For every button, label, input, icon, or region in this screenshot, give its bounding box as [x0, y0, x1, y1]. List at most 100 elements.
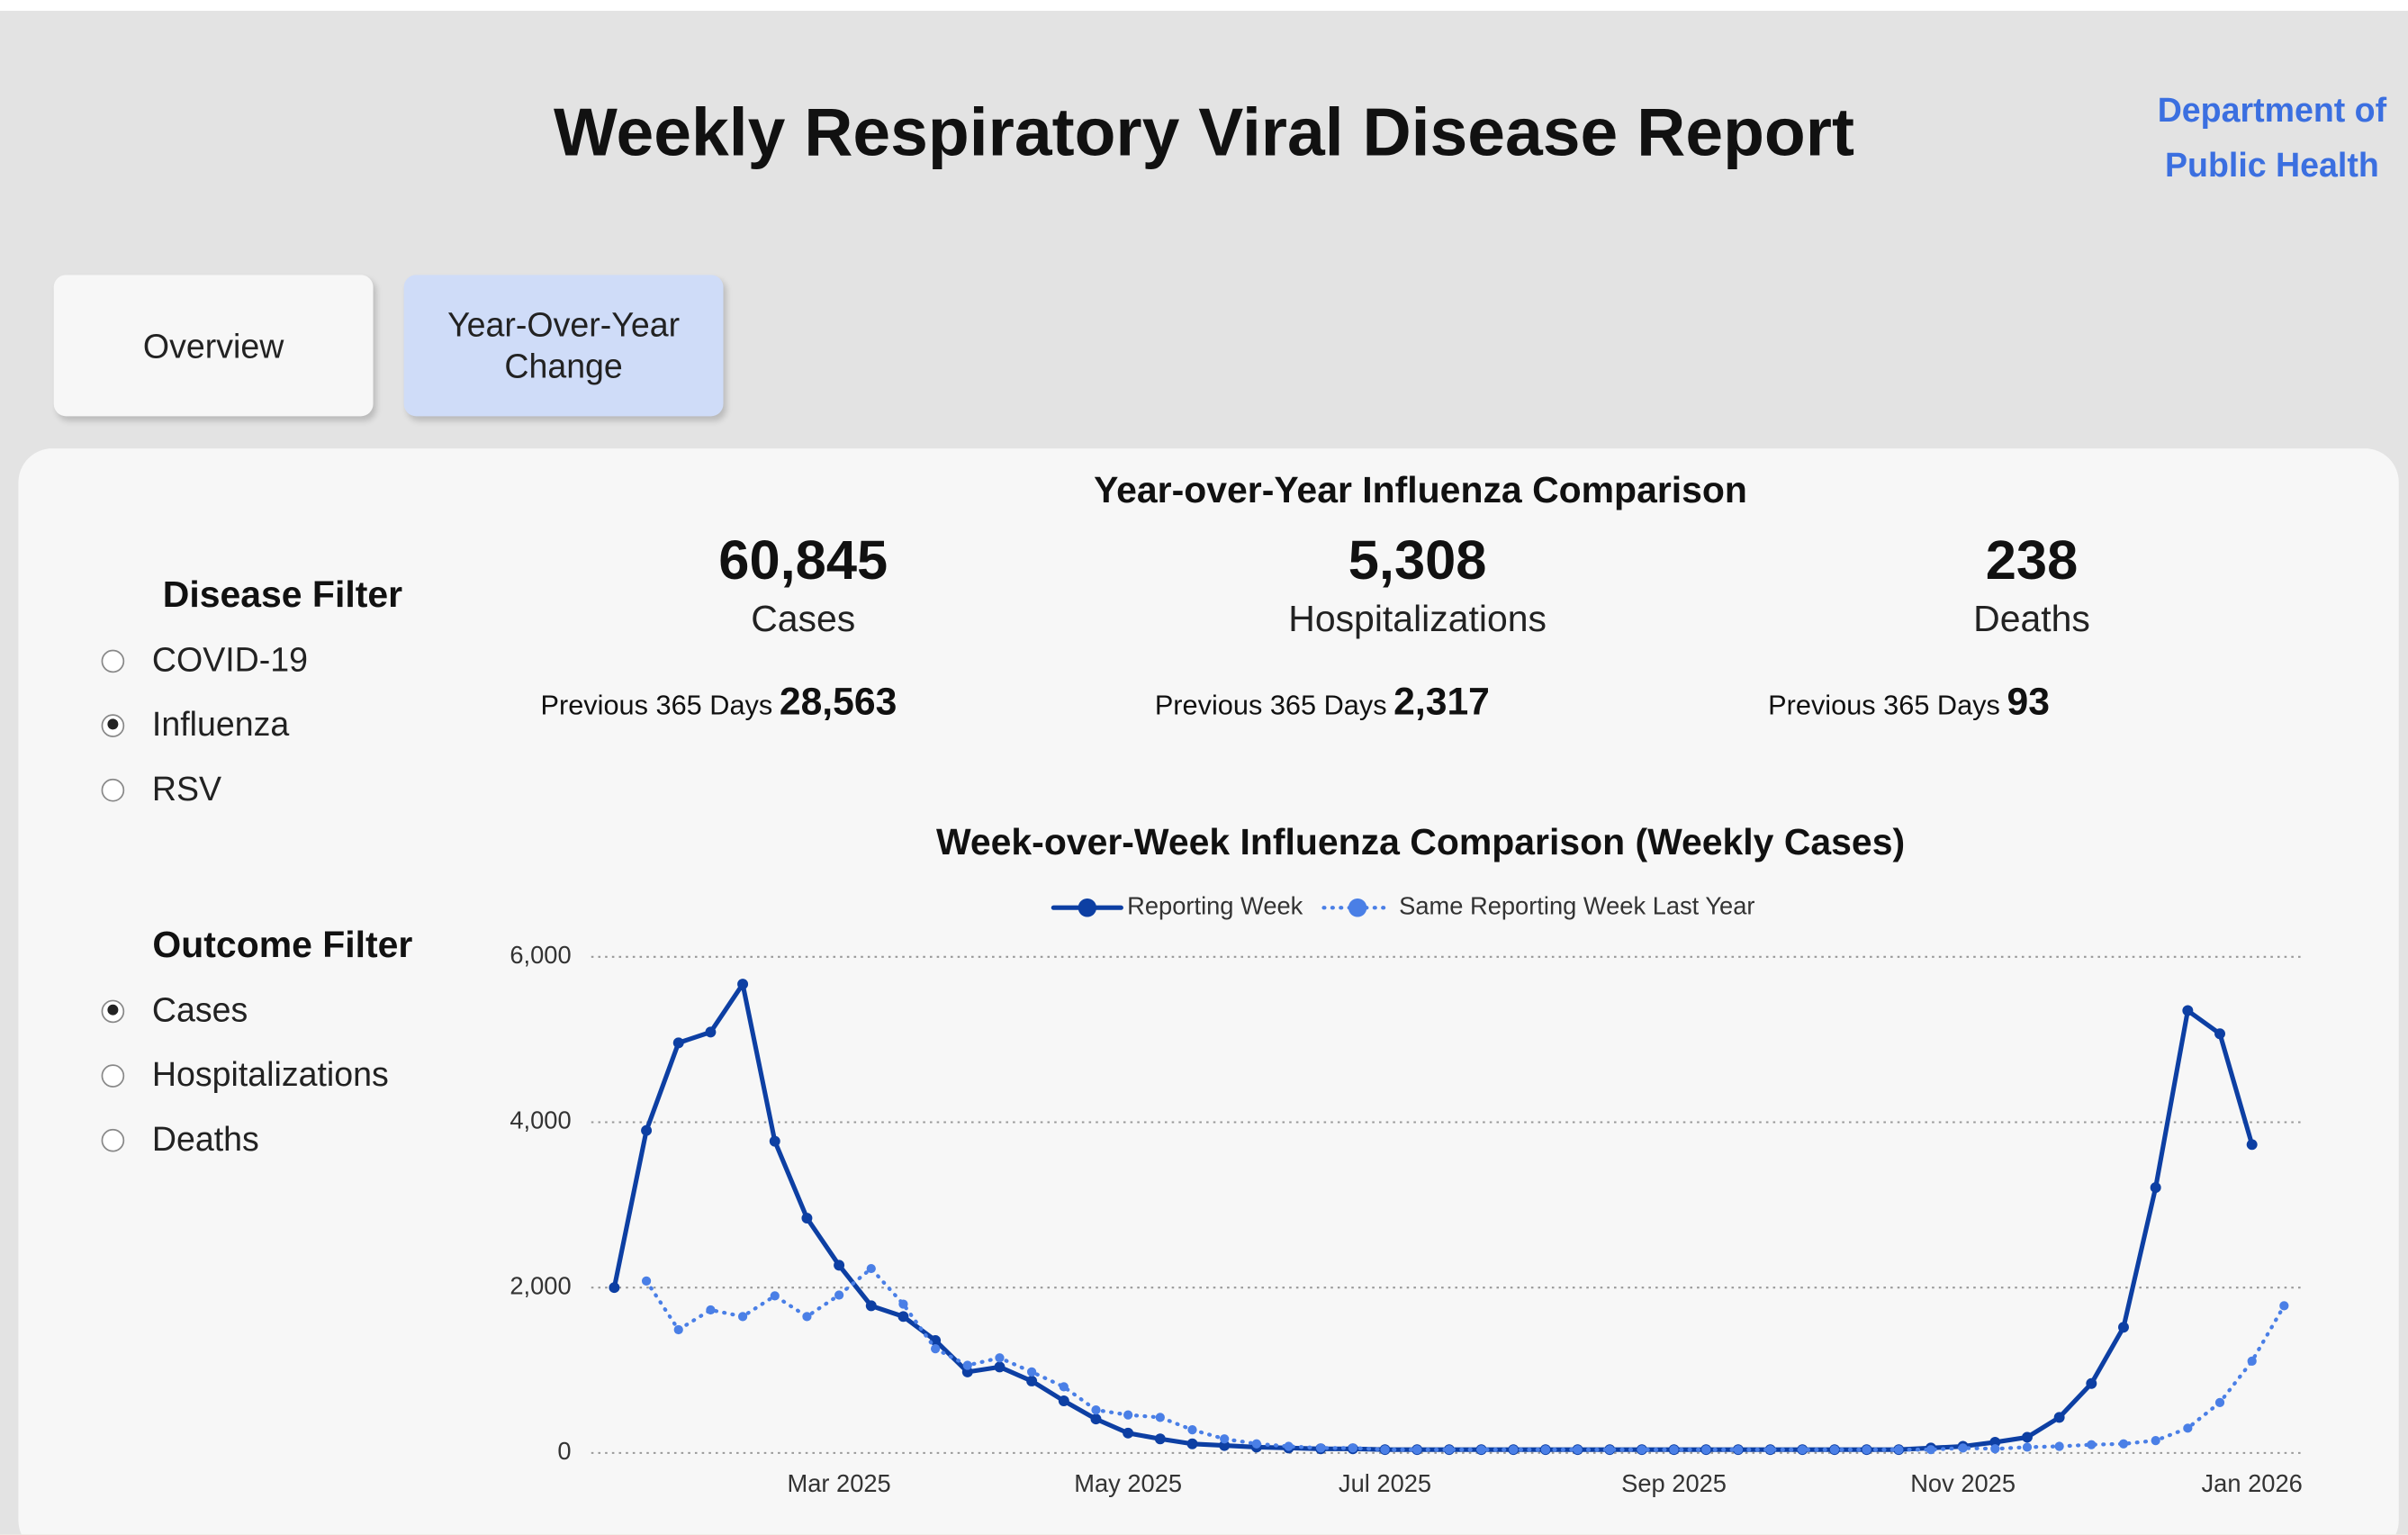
point [1284, 1441, 1294, 1451]
previous-label: Previous 365 Days [1154, 689, 1387, 721]
report-title: Weekly Respiratory Viral Disease Report [554, 95, 1854, 171]
y-tick-label: 6,000 [510, 941, 571, 969]
filter-title: Outcome Filter [152, 925, 413, 967]
tab[interactable]: Year-Over-Year Change [403, 275, 724, 417]
option-label: COVID-19 [151, 640, 309, 680]
top-strip [0, 0, 2408, 11]
org-line: Department of [2157, 90, 2387, 130]
point [801, 1213, 813, 1224]
point [865, 1300, 877, 1312]
point [931, 1344, 941, 1354]
y-tick-label: 4,000 [510, 1106, 571, 1134]
point [737, 1312, 748, 1322]
kpi-label: Deaths [1973, 599, 2090, 641]
point [1219, 1440, 1231, 1451]
point [2054, 1441, 2064, 1451]
previous-value: 28,563 [779, 680, 897, 724]
point [1701, 1445, 1711, 1455]
legend-label: Same Reporting Week Last Year [1399, 891, 1754, 919]
point [1573, 1445, 1583, 1455]
point [2183, 1423, 2193, 1433]
series-line [611, 981, 2255, 1452]
filter-title: Disease Filter [162, 574, 403, 617]
point [1187, 1425, 1197, 1435]
point [672, 1037, 684, 1049]
radio-option[interactable]: RSV [101, 766, 221, 812]
x-tick-label: Nov 2025 [1910, 1469, 2016, 1497]
point [994, 1361, 1006, 1373]
option-label: Deaths [151, 1119, 259, 1159]
point [641, 1124, 653, 1136]
point [2150, 1182, 2161, 1194]
kpi-previous: Previous 365 Days 28,563 [411, 681, 1025, 725]
point [834, 1290, 844, 1300]
kpi-value: 238 [1985, 528, 2079, 591]
point [609, 1282, 620, 1294]
point [1989, 1436, 2001, 1448]
point [641, 1276, 652, 1286]
point [1091, 1404, 1101, 1415]
previous-label: Previous 365 Days [540, 689, 773, 721]
point [2022, 1442, 2033, 1452]
kpi-label: Cases [751, 599, 856, 641]
point [2118, 1322, 2129, 1333]
radio-option[interactable]: Deaths [101, 1116, 259, 1162]
option-label: Influenza [151, 705, 290, 744]
radio-button [101, 778, 125, 801]
point [2214, 1397, 2225, 1407]
point [737, 979, 749, 990]
point [1958, 1443, 1968, 1453]
tab[interactable]: Overview [53, 275, 374, 417]
point [2053, 1412, 2065, 1423]
summary-title: Year-over-Year Influenza Comparison [1094, 470, 1747, 512]
series-line [644, 1266, 2286, 1452]
point [961, 1366, 973, 1377]
org-line: Public Health [2165, 146, 2379, 185]
radio-option[interactable]: COVID-19 [101, 637, 309, 683]
kpi-value: 60,845 [718, 528, 888, 591]
point [2086, 1377, 2097, 1389]
point [2246, 1139, 2258, 1151]
chart-title: Week-over-Week Influenza Comparison (Wee… [936, 821, 1905, 862]
point [1220, 1434, 1230, 1444]
radio-option[interactable]: Hospitalizations [101, 1052, 389, 1098]
point [1540, 1445, 1551, 1455]
point [1637, 1445, 1647, 1455]
y-tick-label: 2,000 [510, 1271, 571, 1299]
radio-button [101, 1063, 125, 1087]
radio-button [101, 998, 125, 1023]
point [995, 1353, 1005, 1363]
point [1894, 1445, 1904, 1455]
point [2214, 1028, 2225, 1040]
previous-value: 93 [2007, 680, 2050, 724]
point [1027, 1367, 1037, 1377]
point [1925, 1445, 1936, 1455]
legend-label: Reporting Week [1127, 891, 1303, 919]
point [1026, 1375, 1038, 1386]
point [1154, 1433, 1166, 1445]
content-card [18, 448, 2399, 1535]
point [2022, 1431, 2033, 1443]
radio-option[interactable]: Influenza [101, 702, 290, 748]
org-name[interactable]: Department of Public Health [2158, 83, 2386, 194]
point [2182, 1005, 2194, 1016]
point [1990, 1444, 2000, 1454]
kpi-label: Hospitalizations [1288, 599, 1547, 641]
previous-label: Previous 365 Days [1768, 689, 2000, 721]
point [1509, 1445, 1519, 1455]
kpi-previous: Previous 365 Days 2,317 [1015, 681, 1629, 725]
point [898, 1299, 908, 1309]
x-tick-label: May 2025 [1074, 1469, 1182, 1497]
point [1155, 1413, 1165, 1422]
point [1798, 1445, 1808, 1455]
point [705, 1026, 717, 1038]
radio-option[interactable]: Cases [101, 988, 248, 1034]
point [2279, 1301, 2289, 1311]
point [1412, 1445, 1422, 1455]
point [2087, 1440, 2097, 1449]
point [1123, 1427, 1134, 1439]
radio-button [101, 713, 125, 737]
radio-button [101, 648, 125, 673]
